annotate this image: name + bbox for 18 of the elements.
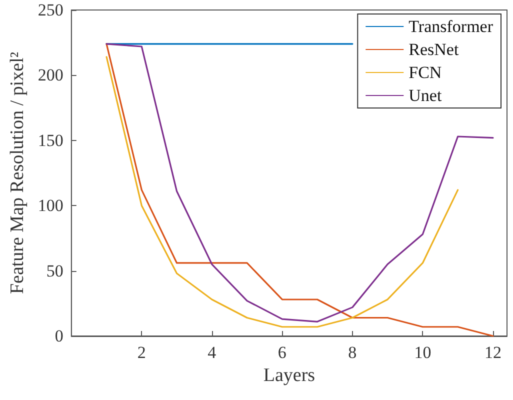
legend-label: ResNet (408, 40, 459, 59)
y-tick-label: 150 (38, 130, 64, 150)
y-tick-label: 0 (54, 326, 64, 346)
legend-label: Transformer (408, 17, 494, 36)
y-tick-label: 100 (38, 196, 64, 216)
x-tick-label: 2 (137, 343, 146, 362)
x-axis-title: Layers (263, 365, 316, 386)
y-tick-label: 50 (46, 261, 64, 280)
legend-label: FCN (408, 63, 442, 82)
x-tick-label: 6 (278, 343, 286, 362)
x-tick-label: 10 (414, 343, 432, 362)
x-tick-label: 12 (484, 343, 502, 362)
y-axis-title: Feature Map Resolution / pixel² (7, 52, 28, 294)
legend-label: Unet (408, 86, 442, 105)
x-tick-label: 8 (348, 343, 357, 362)
x-tick-label: 4 (208, 343, 217, 362)
y-tick-label: 200 (38, 66, 64, 85)
y-tick-label: 250 (38, 0, 64, 20)
